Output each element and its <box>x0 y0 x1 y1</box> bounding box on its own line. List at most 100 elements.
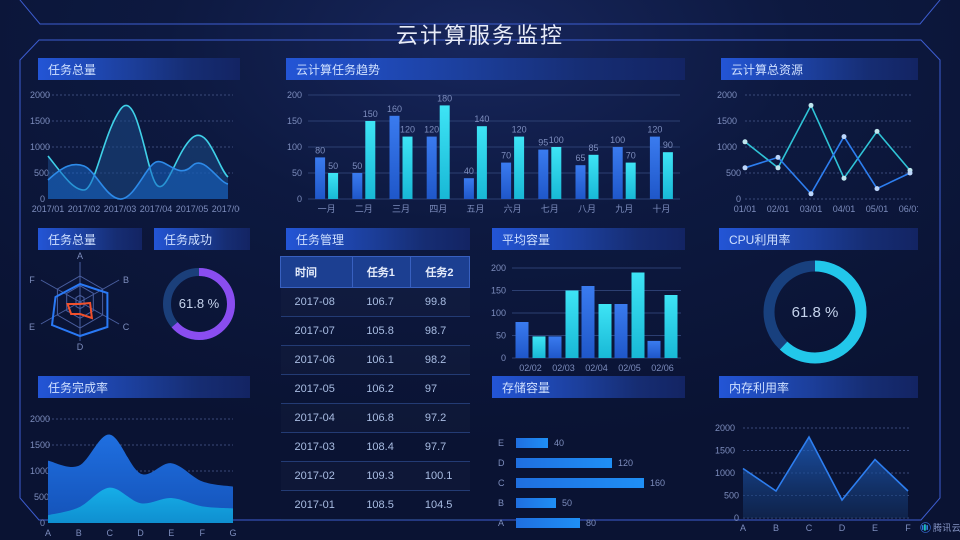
svg-text:三月: 三月 <box>392 204 410 214</box>
svg-text:150: 150 <box>363 109 378 119</box>
svg-text:1000: 1000 <box>30 142 50 152</box>
svg-text:1000: 1000 <box>30 466 50 476</box>
svg-text:0: 0 <box>40 518 45 528</box>
svg-text:2017/02: 2017/02 <box>68 204 101 214</box>
svg-text:B: B <box>773 523 779 533</box>
svg-text:61.8 %: 61.8 % <box>179 296 220 311</box>
svg-text:70: 70 <box>501 151 511 161</box>
svg-text:05/01: 05/01 <box>866 204 889 214</box>
svg-text:D: D <box>498 458 505 468</box>
svg-text:B: B <box>76 528 82 538</box>
svg-text:2000: 2000 <box>715 423 735 433</box>
svg-text:160: 160 <box>387 104 402 114</box>
svg-text:160: 160 <box>650 478 665 488</box>
svg-text:十月: 十月 <box>652 203 670 214</box>
svg-text:02/01: 02/01 <box>767 204 790 214</box>
svg-text:50: 50 <box>292 168 302 178</box>
svg-text:2017/06: 2017/06 <box>212 204 240 214</box>
svg-text:500: 500 <box>34 168 49 178</box>
svg-text:100: 100 <box>549 135 564 145</box>
svg-text:200: 200 <box>287 90 302 100</box>
svg-text:D: D <box>839 523 846 533</box>
svg-text:E: E <box>872 523 878 533</box>
svg-text:一月: 一月 <box>318 204 336 214</box>
svg-text:0: 0 <box>736 194 741 204</box>
svg-text:2017/03: 2017/03 <box>104 204 137 214</box>
svg-text:1500: 1500 <box>717 116 737 126</box>
svg-text:1500: 1500 <box>715 446 735 456</box>
svg-text:50: 50 <box>352 161 362 171</box>
svg-text:120: 120 <box>400 125 415 135</box>
svg-text:F: F <box>199 528 205 538</box>
svg-text:D: D <box>77 342 84 352</box>
svg-text:70: 70 <box>626 151 636 161</box>
svg-text:六月: 六月 <box>504 203 522 214</box>
svg-text:80: 80 <box>586 518 596 528</box>
svg-text:61.8 %: 61.8 % <box>792 304 839 321</box>
svg-text:1500: 1500 <box>30 116 50 126</box>
svg-text:1500: 1500 <box>30 440 50 450</box>
svg-text:A: A <box>740 523 746 533</box>
svg-text:2017/01: 2017/01 <box>32 204 65 214</box>
svg-text:50: 50 <box>562 498 572 508</box>
svg-text:120: 120 <box>618 458 633 468</box>
svg-text:1000: 1000 <box>715 468 735 478</box>
svg-text:A: A <box>498 518 504 528</box>
svg-text:七月: 七月 <box>541 204 559 214</box>
svg-text:65: 65 <box>575 153 585 163</box>
svg-text:四月: 四月 <box>429 204 447 214</box>
svg-text:150: 150 <box>287 116 302 126</box>
svg-text:2017/05: 2017/05 <box>176 204 209 214</box>
svg-text:140: 140 <box>474 114 489 124</box>
svg-text:02/05: 02/05 <box>618 363 641 373</box>
svg-text:八月: 八月 <box>578 204 596 214</box>
svg-text:G: G <box>229 528 236 538</box>
svg-text:C: C <box>498 478 505 488</box>
svg-text:九月: 九月 <box>615 204 633 214</box>
svg-text:40: 40 <box>464 166 474 176</box>
svg-text:2000: 2000 <box>30 90 50 100</box>
svg-text:100: 100 <box>491 308 506 318</box>
svg-text:200: 200 <box>491 263 506 273</box>
svg-text:B: B <box>498 498 504 508</box>
svg-text:100: 100 <box>610 135 625 145</box>
svg-text:500: 500 <box>724 491 739 501</box>
svg-text:50: 50 <box>328 161 338 171</box>
svg-text:50: 50 <box>496 331 506 341</box>
svg-text:120: 120 <box>512 125 527 135</box>
svg-text:120: 120 <box>647 125 662 135</box>
svg-text:85: 85 <box>588 143 598 153</box>
svg-text:06/01: 06/01 <box>899 204 918 214</box>
svg-text:A: A <box>45 528 51 538</box>
svg-text:02/04: 02/04 <box>585 363 608 373</box>
svg-text:95: 95 <box>538 138 548 148</box>
svg-text:E: E <box>29 322 35 332</box>
svg-text:2017/04: 2017/04 <box>140 204 173 214</box>
svg-text:180: 180 <box>437 93 452 103</box>
svg-text:2000: 2000 <box>717 90 737 100</box>
svg-text:120: 120 <box>424 125 439 135</box>
svg-text:150: 150 <box>491 286 506 296</box>
svg-text:0: 0 <box>40 194 45 204</box>
svg-text:90: 90 <box>663 140 673 150</box>
svg-text:B: B <box>123 275 129 285</box>
svg-text:0: 0 <box>501 353 506 363</box>
svg-text:04/01: 04/01 <box>833 204 856 214</box>
svg-text:F: F <box>29 275 35 285</box>
svg-text:F: F <box>905 523 911 533</box>
svg-text:03/01: 03/01 <box>800 204 823 214</box>
svg-text:100: 100 <box>287 142 302 152</box>
svg-text:D: D <box>137 528 144 538</box>
svg-text:80: 80 <box>315 145 325 155</box>
svg-text:01/01: 01/01 <box>734 204 757 214</box>
svg-text:0: 0 <box>734 513 739 523</box>
svg-text:E: E <box>168 528 174 538</box>
svg-text:五月: 五月 <box>466 204 484 214</box>
svg-text:C: C <box>806 523 813 533</box>
svg-text:02/02: 02/02 <box>519 363 542 373</box>
svg-text:二月: 二月 <box>355 204 373 214</box>
svg-text:40: 40 <box>554 438 564 448</box>
svg-text:2000: 2000 <box>30 414 50 424</box>
svg-text:C: C <box>106 528 113 538</box>
svg-text:E: E <box>498 438 504 448</box>
